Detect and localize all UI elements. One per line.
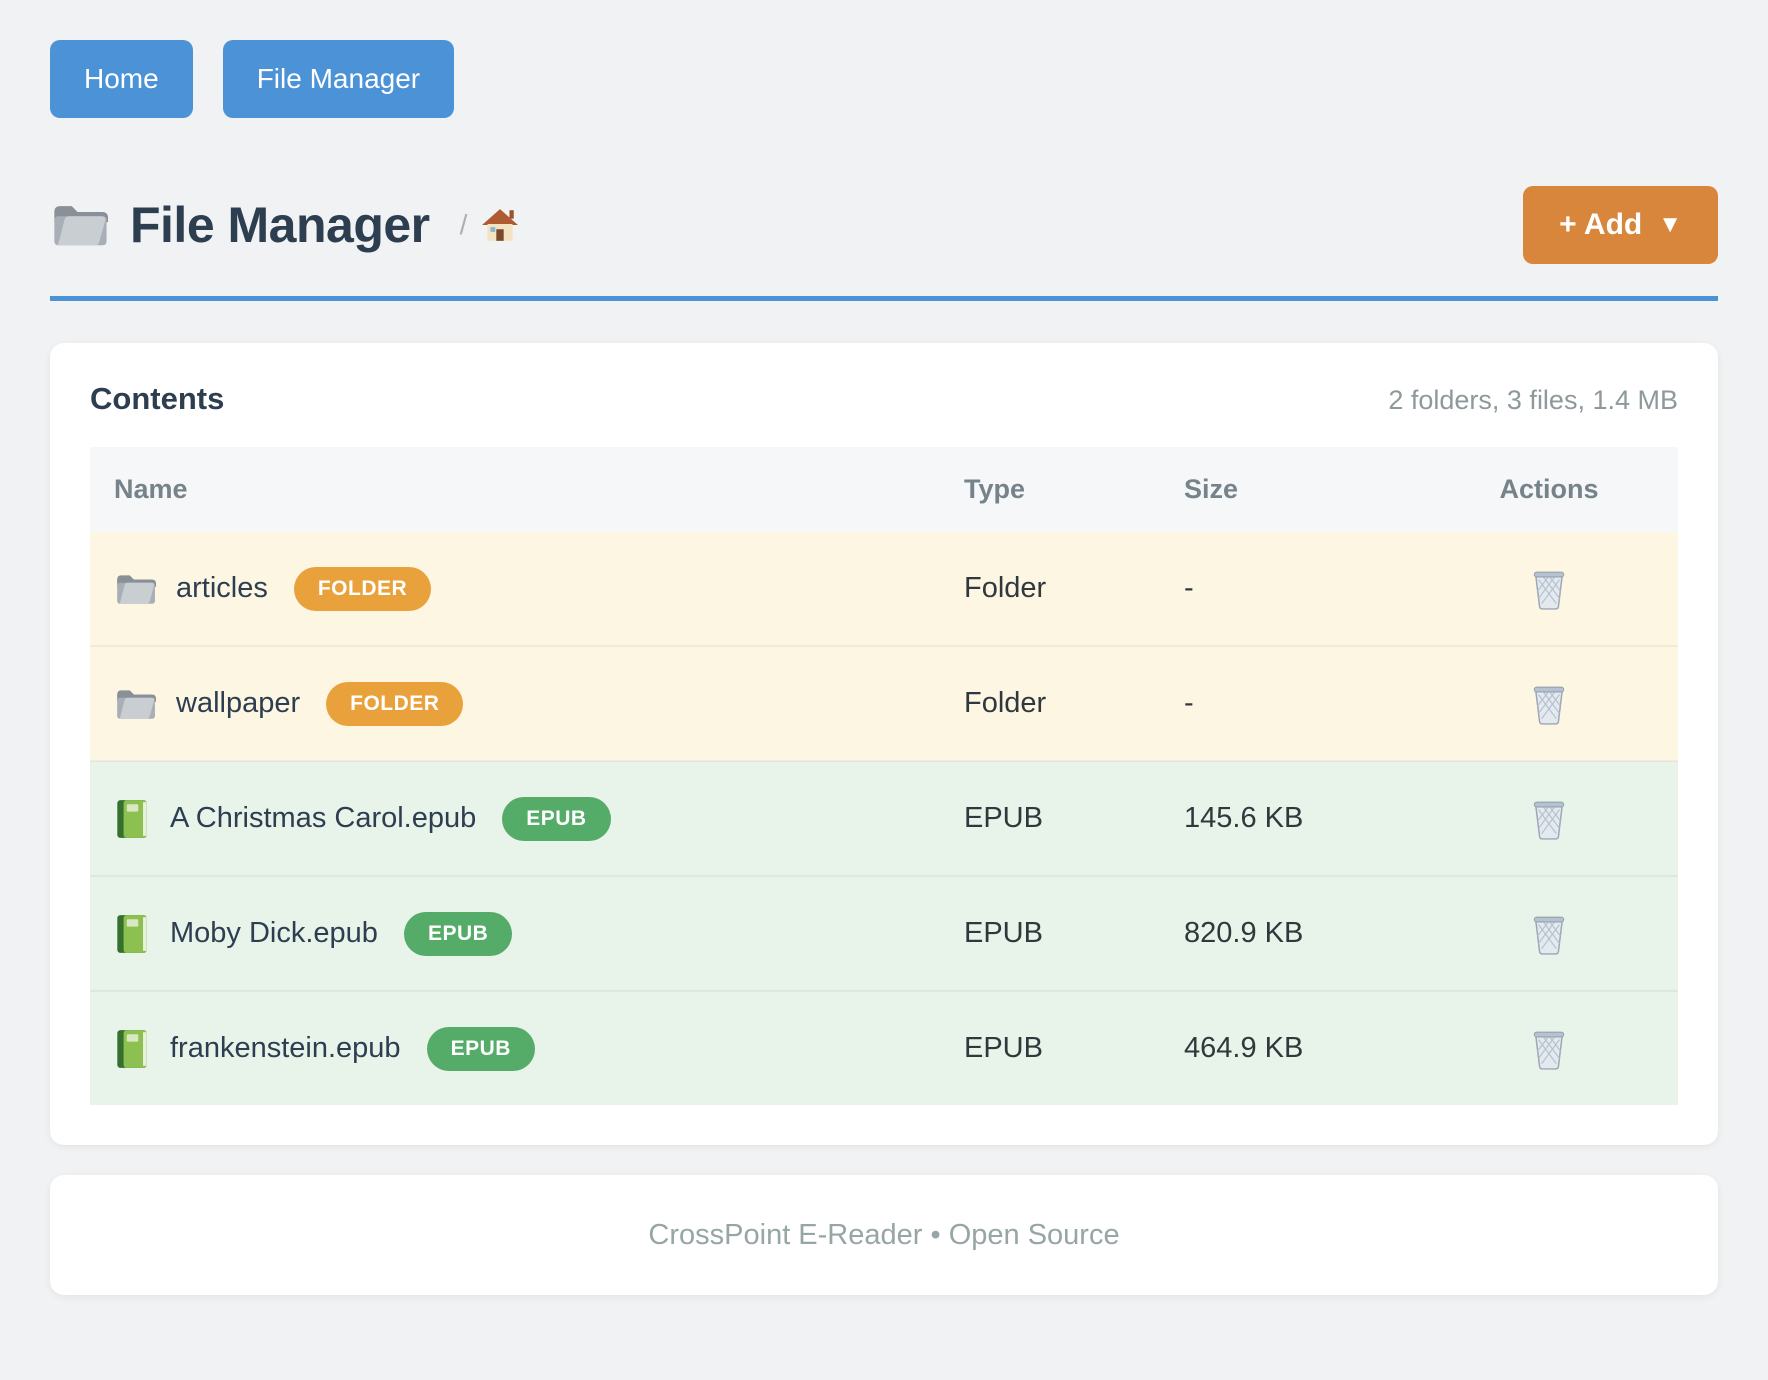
file-type: Folder [964,572,1047,604]
book-icon [114,1028,150,1070]
delete-button[interactable] [1531,568,1567,610]
file-size: - [1184,572,1194,604]
file-table-body: articles FOLDER Folder - wallpaper FOLDER Fold… [90,532,1678,1105]
folder-icon [114,571,156,607]
file-type-badge: EPUB [502,796,611,841]
trash-icon [1531,683,1567,725]
page-header: File Manager / + Add ▼ [50,186,1718,264]
contents-card: Contents 2 folders, 3 files, 1.4 MB Name… [50,343,1718,1145]
table-header-row: Name Type Size Actions [90,447,1678,532]
add-button[interactable]: + Add ▼ [1523,186,1718,264]
column-header-actions: Actions [1420,447,1678,532]
add-button-label: + Add [1559,208,1643,241]
contents-summary: 2 folders, 3 files, 1.4 MB [1388,385,1678,415]
column-header-size: Size [1160,447,1420,532]
file-size: 464.9 KB [1184,1032,1304,1064]
delete-button[interactable] [1531,683,1567,725]
header-divider [50,296,1718,301]
file-type-badge: EPUB [426,1026,535,1071]
file-type: Folder [964,687,1047,719]
file-type-badge: EPUB [403,911,513,956]
file-manager-button[interactable]: File Manager [222,40,455,118]
file-table: Name Type Size Actions articles FOLDER Fol… [90,447,1678,1105]
trash-icon [1531,568,1567,610]
top-navigation: Home File Manager [50,40,1718,118]
trash-icon [1531,798,1567,840]
book-icon [114,913,150,955]
column-header-name: Name [90,447,940,532]
file-type: EPUB [964,802,1043,834]
page-title: File Manager [130,197,430,253]
trash-icon [1531,913,1567,955]
file-type: EPUB [964,917,1043,949]
table-row: articles FOLDER Folder - [90,532,1678,646]
table-row: Moby Dick.epub EPUB EPUB 820.9 KB [90,876,1678,991]
file-name-link[interactable]: frankenstein.epub [170,1032,401,1064]
file-type-badge: FOLDER [293,566,432,611]
card-title: Contents [90,381,225,416]
footer-text: CrossPoint E-Reader • Open Source [648,1218,1120,1251]
folder-icon [50,200,108,250]
file-type-badge: FOLDER [326,681,464,726]
column-header-type: Type [940,447,1160,532]
file-size: 145.6 KB [1184,802,1304,834]
delete-button[interactable] [1531,1028,1567,1070]
page: Home File Manager File Manager / [50,40,1718,1295]
house-icon[interactable] [481,207,519,243]
delete-button[interactable] [1531,798,1567,840]
breadcrumb: / [460,207,520,243]
breadcrumb-separator: / [459,209,468,240]
file-size: 820.9 KB [1184,917,1304,949]
file-name-link[interactable]: A Christmas Carol.epub [170,802,477,834]
caret-down-icon: ▼ [1658,211,1682,238]
file-name-link[interactable]: articles [176,572,268,604]
folder-icon [114,686,156,722]
home-button[interactable]: Home [50,40,193,118]
trash-icon [1531,1028,1567,1070]
table-row: frankenstein.epub EPUB EPUB 464.9 KB [90,991,1678,1105]
file-name-link[interactable]: Moby Dick.epub [170,917,378,949]
table-row: A Christmas Carol.epub EPUB EPUB 145.6 KB [90,761,1678,876]
file-type: EPUB [964,1032,1043,1064]
file-name-link[interactable]: wallpaper [176,687,301,719]
footer: CrossPoint E-Reader • Open Source [50,1175,1718,1295]
table-row: wallpaper FOLDER Folder - [90,646,1678,761]
file-size: - [1184,687,1194,719]
book-icon [114,798,150,840]
delete-button[interactable] [1531,913,1567,955]
